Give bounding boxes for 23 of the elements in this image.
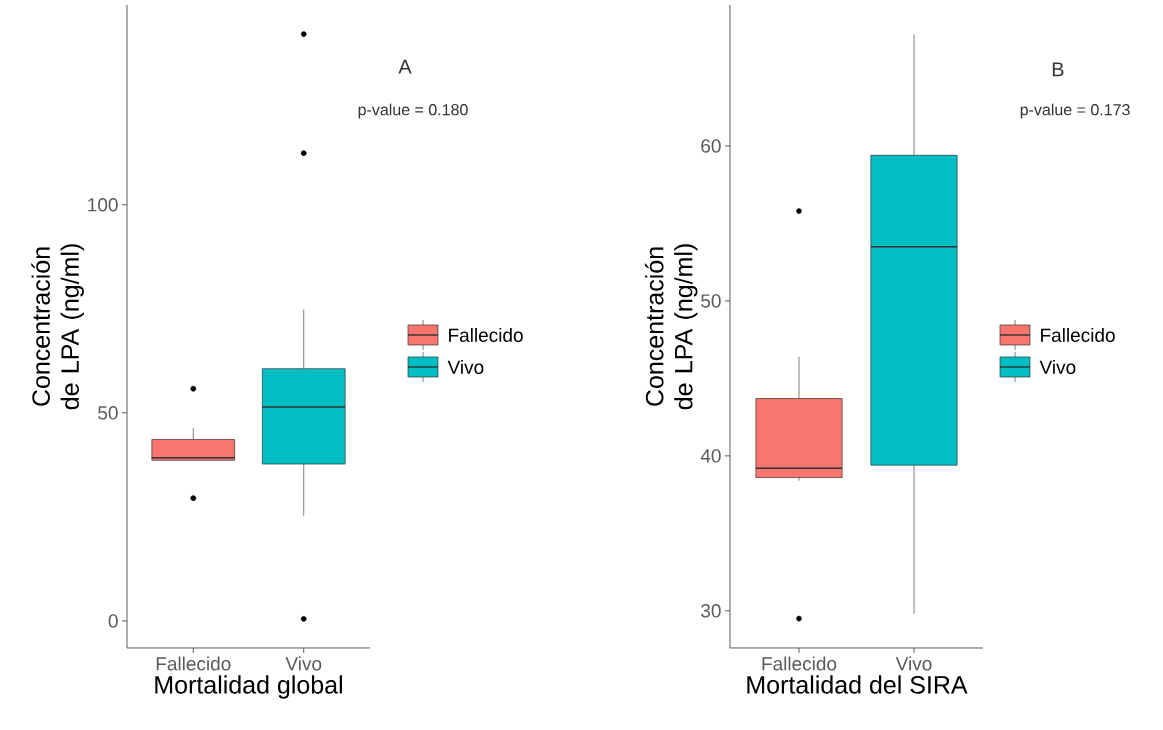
y-tick-label: 50: [701, 294, 721, 308]
y-tick-label: 40: [700, 449, 721, 463]
x-axis-title: Mortalidad global: [155, 675, 342, 699]
annotation: p-value = 0.180: [358, 103, 468, 119]
y-axis-title: Concentración de LPA (ng/ml): [31, 244, 84, 410]
text: A: [398, 59, 412, 74]
y-axis-title: Concentración de LPA (ng/ml): [644, 244, 698, 410]
x-tick-label: Fallecido: [762, 656, 837, 671]
text: p-value = 0.173: [1020, 103, 1130, 119]
legend-label: Vivo: [1039, 360, 1076, 374]
y-tick-label: 30: [701, 604, 721, 618]
x-tick-label: Fallecido: [156, 656, 231, 671]
y-tick-label: 100: [88, 198, 118, 212]
legend-label: Fallecido: [449, 328, 523, 342]
legend-label: Fallecido: [1041, 328, 1115, 342]
x-tick-label: Vivo: [285, 656, 322, 671]
x-axis-title: Mortalidad del SIRA: [747, 675, 968, 694]
x-tick-label: Vivo: [895, 656, 932, 671]
y-tick-label: 60: [701, 139, 721, 153]
legend-label: Vivo: [447, 360, 484, 374]
y-tick-label: 0: [108, 614, 118, 628]
y-tick-label: 50: [98, 406, 118, 420]
text: B: [1052, 62, 1064, 77]
